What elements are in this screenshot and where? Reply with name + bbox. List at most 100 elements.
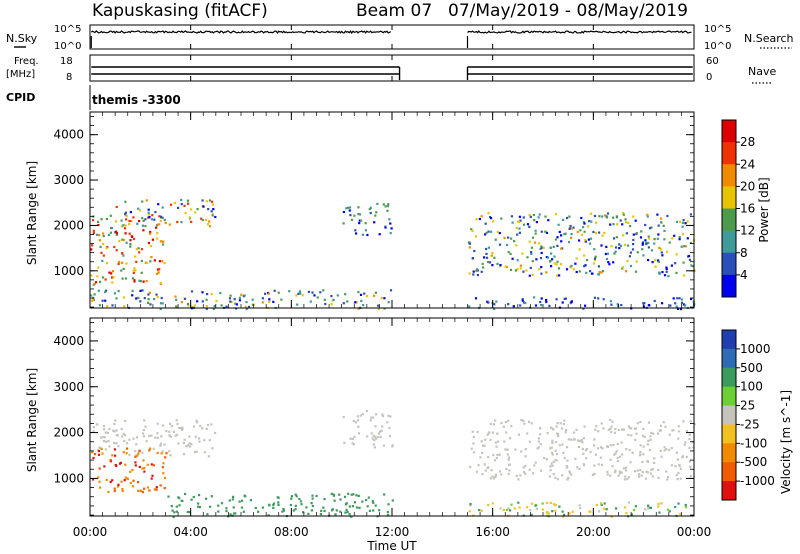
heatmap-cell xyxy=(664,425,667,428)
heatmap-cell xyxy=(195,421,199,424)
heatmap-cell xyxy=(292,509,295,512)
heatmap-cell xyxy=(180,198,183,202)
heatmap-cell xyxy=(509,252,512,255)
heatmap-cell xyxy=(629,225,632,228)
heatmap-cell xyxy=(104,448,107,451)
heatmap-cell xyxy=(487,246,490,249)
heatmap-cell xyxy=(277,503,280,506)
heatmap-cell xyxy=(553,255,556,258)
heatmap-cell xyxy=(122,432,125,435)
heatmap-cell xyxy=(201,199,204,202)
heatmap-cell xyxy=(567,241,571,244)
heatmap-cell xyxy=(99,436,103,439)
heatmap-cell xyxy=(691,265,694,268)
heatmap-cell xyxy=(357,425,360,428)
heatmap-cell xyxy=(301,294,304,297)
heatmap-cell xyxy=(146,463,149,466)
heatmap-cell xyxy=(616,443,619,446)
heatmap-cell xyxy=(117,262,120,265)
heatmap-cell xyxy=(151,214,154,217)
heatmap-cell xyxy=(174,295,177,298)
heatmap-cell xyxy=(650,472,653,475)
heatmap-cell xyxy=(494,238,497,241)
heatmap-cell xyxy=(679,477,682,480)
heatmap-cell xyxy=(661,302,664,305)
heatmap-cell xyxy=(645,243,648,246)
heatmap-cell xyxy=(233,512,236,515)
heatmap-cell xyxy=(129,243,132,246)
heatmap-cell xyxy=(496,262,499,265)
heatmap-cell xyxy=(386,209,389,212)
heatmap-cell xyxy=(545,231,549,234)
heatmap-cell xyxy=(500,217,503,220)
heatmap-cell xyxy=(642,427,645,431)
heatmap-cell xyxy=(213,304,216,308)
heatmap-cell xyxy=(338,493,341,496)
velocity-colorbar-segment xyxy=(722,367,736,388)
heatmap-cell xyxy=(377,432,381,435)
heatmap-cell xyxy=(187,202,190,205)
power-colorbar-tick-label: 12 xyxy=(740,224,755,238)
heatmap-cell xyxy=(674,262,677,265)
heatmap-cell xyxy=(336,294,339,297)
heatmap-cell xyxy=(576,230,579,233)
heatmap-cell xyxy=(549,246,552,249)
heatmap-cell xyxy=(133,278,136,282)
heatmap-cell xyxy=(91,478,95,481)
heatmap-cell xyxy=(277,501,280,504)
heatmap-cell xyxy=(621,453,624,456)
heatmap-cell xyxy=(135,436,139,439)
heatmap-cell xyxy=(519,264,522,267)
heatmap-cell xyxy=(190,220,193,223)
heatmap-cell xyxy=(642,254,645,257)
heatmap-cell xyxy=(132,271,135,274)
heatmap-cell xyxy=(378,509,381,512)
heatmap-cell xyxy=(680,245,683,248)
heatmap-cell xyxy=(129,211,132,214)
heatmap-cell xyxy=(647,246,650,249)
heatmap-cell xyxy=(543,456,546,460)
heatmap-cell xyxy=(539,300,542,304)
heatmap-cell xyxy=(651,468,654,471)
heatmap-cell xyxy=(618,247,621,250)
heatmap-cell xyxy=(494,475,497,479)
heatmap-cell xyxy=(649,435,652,438)
heatmap-cell xyxy=(210,293,213,296)
heatmap-cell xyxy=(593,248,596,251)
heatmap-cell xyxy=(517,433,521,436)
heatmap-cell xyxy=(168,450,171,453)
heatmap-cell xyxy=(487,301,490,304)
heatmap-cell xyxy=(485,231,488,234)
heatmap-cell xyxy=(607,428,610,431)
heatmap-cell xyxy=(115,249,118,252)
heatmap-cell xyxy=(362,304,365,307)
heatmap-cell xyxy=(494,419,497,422)
heatmap-cell xyxy=(545,458,548,461)
heatmap-cell xyxy=(679,467,682,470)
heatmap-cell xyxy=(491,252,494,255)
heatmap-cell xyxy=(272,502,276,505)
heatmap-cell xyxy=(128,438,131,441)
heatmap-cell xyxy=(288,290,291,293)
heatmap-cell xyxy=(598,215,601,218)
heatmap-cell xyxy=(548,260,552,263)
heatmap-cell xyxy=(150,477,153,480)
heatmap-cell xyxy=(680,298,683,301)
heatmap-cell xyxy=(208,220,211,223)
nsky-label: N.Sky xyxy=(6,32,38,45)
heatmap-cell xyxy=(356,506,359,509)
heatmap-cell xyxy=(648,237,651,240)
heatmap-cell xyxy=(388,426,391,430)
heatmap-cell xyxy=(205,200,208,203)
heatmap-cell xyxy=(520,450,523,453)
heatmap-cell xyxy=(624,466,628,469)
heatmap-cell xyxy=(500,422,503,425)
heatmap-cell xyxy=(644,477,647,480)
heatmap-cell xyxy=(155,293,158,296)
heatmap-cell xyxy=(610,245,613,248)
heatmap-cell xyxy=(570,227,574,230)
heatmap-cell xyxy=(244,495,247,498)
heatmap-cell xyxy=(658,271,661,274)
heatmap-cell xyxy=(388,435,392,438)
heatmap-cell xyxy=(475,470,478,473)
